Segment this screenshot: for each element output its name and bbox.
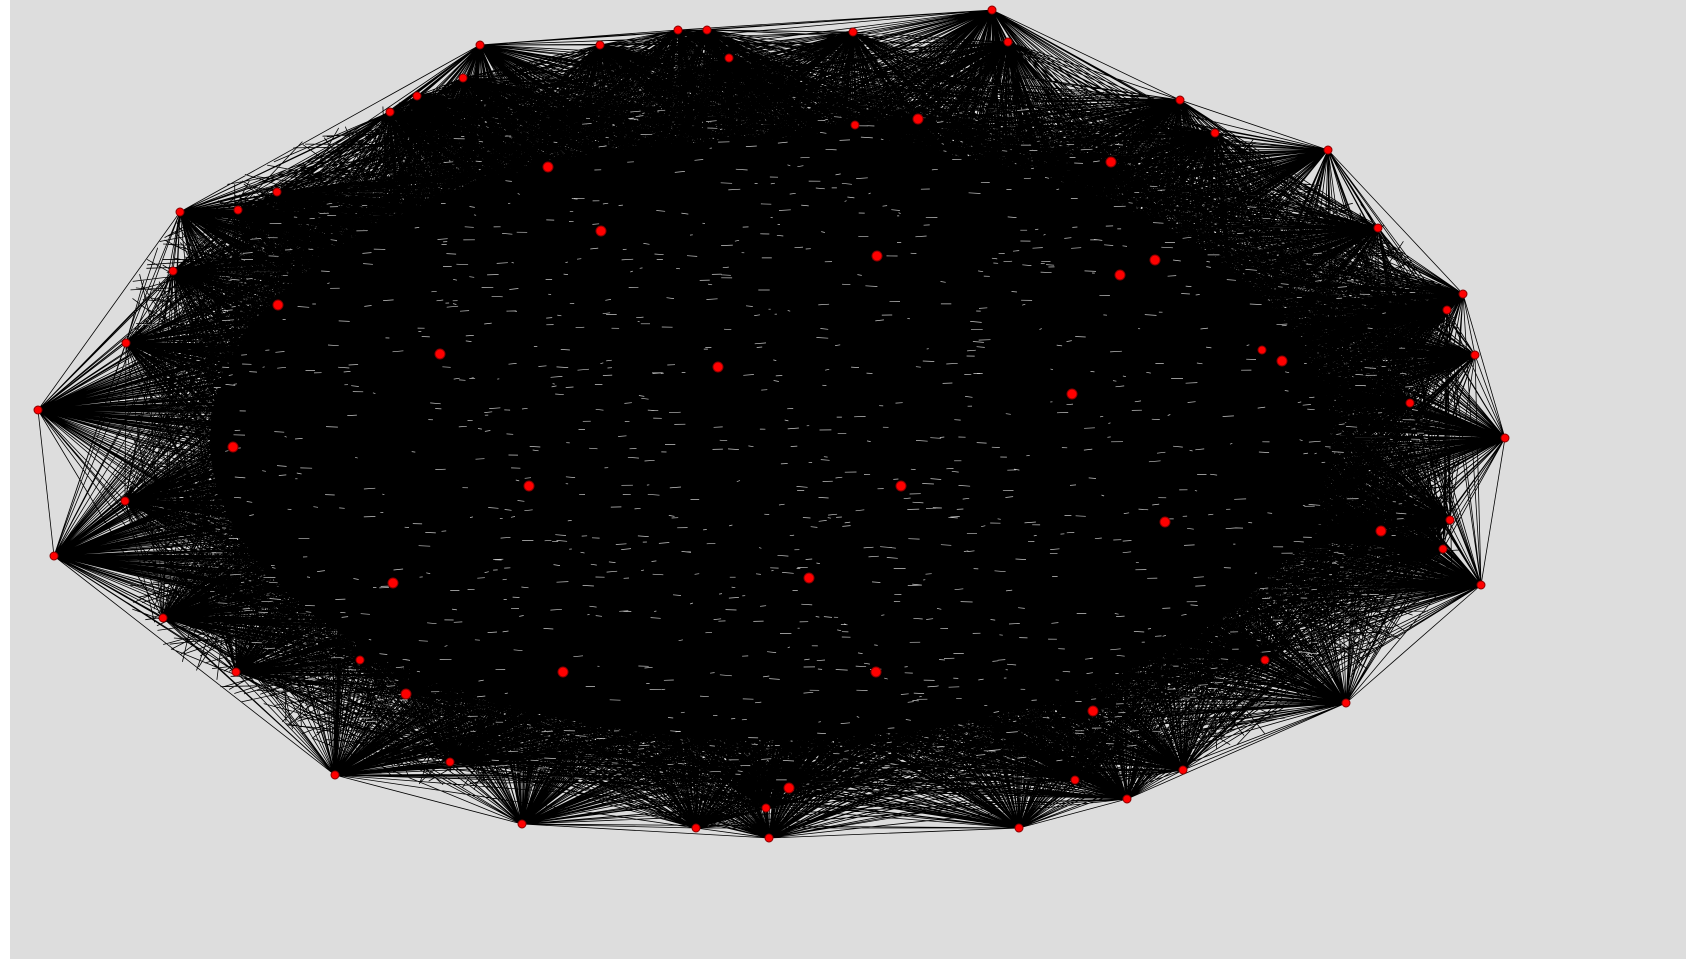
graph-node[interactable] [764,833,774,843]
graph-node[interactable] [1257,345,1267,355]
graph-node[interactable] [673,25,683,35]
graph-node[interactable] [1122,794,1132,804]
graph-node[interactable] [33,405,43,415]
graph-node[interactable] [1066,388,1078,400]
graph-node[interactable] [458,73,468,83]
network-graph[interactable] [10,0,1686,959]
graph-node[interactable] [870,666,882,678]
graph-edges [37,9,1506,839]
graph-node[interactable] [233,205,243,215]
graph-node[interactable] [783,782,795,794]
graph-node[interactable] [1458,289,1468,299]
graph-node[interactable] [49,551,59,561]
graph-node[interactable] [1438,544,1448,554]
graph-node[interactable] [1105,156,1117,168]
graph-canvas-panel[interactable] [10,0,1686,959]
graph-node[interactable] [724,53,734,63]
graph-node[interactable] [434,348,446,360]
graph-node[interactable] [231,667,241,677]
graph-node[interactable] [871,250,883,262]
graph-node[interactable] [272,299,284,311]
graph-node[interactable] [272,187,282,197]
graph-node[interactable] [227,441,239,453]
graph-edge-gaps [210,109,1429,791]
graph-node[interactable] [330,770,340,780]
graph-node[interactable] [761,803,771,813]
graph-node[interactable] [1323,145,1333,155]
graph-node[interactable] [1276,355,1288,367]
graph-node[interactable] [1442,305,1452,315]
graph-node[interactable] [1178,765,1188,775]
graph-node[interactable] [1341,698,1351,708]
graph-node[interactable] [1445,515,1455,525]
graph-node[interactable] [1375,525,1387,537]
graph-node[interactable] [120,496,130,506]
graph-node[interactable] [1149,254,1161,266]
graph-node[interactable] [702,25,712,35]
graph-node[interactable] [175,207,185,217]
graph-node[interactable] [912,113,924,125]
graph-node[interactable] [1014,823,1024,833]
graph-node[interactable] [691,823,701,833]
graph-node[interactable] [517,819,527,829]
graph-node[interactable] [355,655,365,665]
graph-node[interactable] [475,40,485,50]
graph-node[interactable] [1070,775,1080,785]
graph-node[interactable] [1114,269,1126,281]
graph-node[interactable] [595,40,605,50]
graph-node[interactable] [158,613,168,623]
graph-node[interactable] [595,225,607,237]
graph-node[interactable] [850,120,860,130]
graph-node[interactable] [1500,433,1510,443]
graph-node[interactable] [523,480,535,492]
graph-nodes[interactable] [33,5,1510,843]
graph-dense-core [210,140,1330,740]
graph-node[interactable] [895,480,907,492]
graph-node[interactable] [1470,350,1480,360]
graph-node[interactable] [387,577,399,589]
graph-node[interactable] [542,161,554,173]
graph-node[interactable] [1405,398,1415,408]
graph-node[interactable] [1476,580,1486,590]
graph-node[interactable] [400,688,412,700]
graph-node[interactable] [412,91,422,101]
graph-node[interactable] [1003,37,1013,47]
graph-node[interactable] [712,361,724,373]
graph-node[interactable] [1260,655,1270,665]
graph-node[interactable] [385,107,395,117]
graph-node[interactable] [1175,95,1185,105]
graph-node[interactable] [848,27,858,37]
graph-node[interactable] [557,666,569,678]
graph-node[interactable] [121,338,131,348]
graph-node[interactable] [1087,705,1099,717]
graph-node[interactable] [987,5,997,15]
graph-node[interactable] [1210,128,1220,138]
graph-node[interactable] [445,757,455,767]
graph-node[interactable] [1373,223,1383,233]
graph-node[interactable] [1159,516,1171,528]
graph-node[interactable] [168,266,178,276]
graph-node[interactable] [803,572,815,584]
